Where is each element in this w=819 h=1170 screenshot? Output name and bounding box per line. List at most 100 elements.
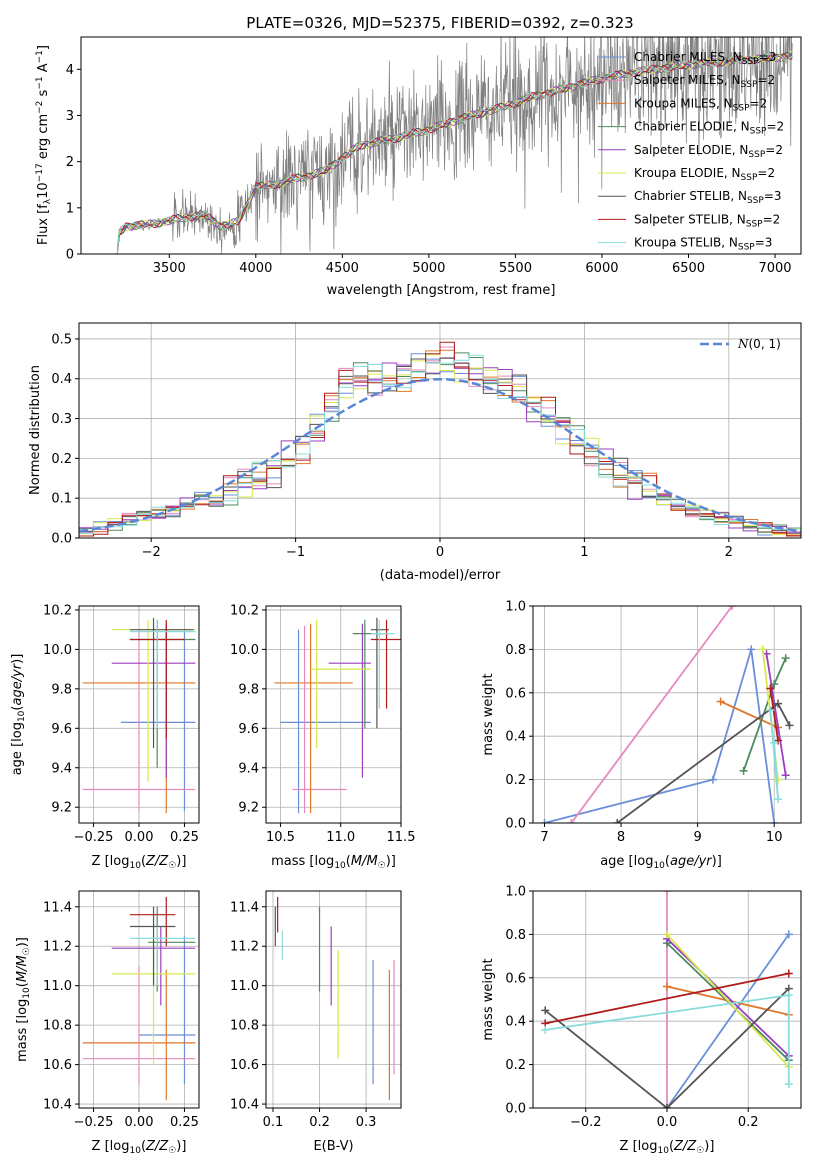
x-tick-label: 0.0: [657, 1115, 678, 1130]
plot-area: [274, 617, 401, 814]
point-kroupa-stelib: [370, 619, 395, 709]
y-axis-label: mass weight: [481, 958, 496, 1040]
x-tick-label: 0.25: [170, 830, 199, 845]
x-tick-label: 10: [766, 830, 783, 845]
panel-mass_vs_age: 10.5 11.0 11.5 9.2 9.4 9.6 9.8 10.0 10.2 mass [lo…: [230, 603, 415, 871]
weight-marker: [728, 606, 737, 610]
panel-Z_vs_mass: −0.25 0.00 0.25 10.4 10.6 10.8 11.0 11.2 11.4 Z […: [15, 890, 200, 1156]
panel-Z_vs_age: −0.25 0.00 0.25 9.2 9.4 9.6 9.8 10.0 10.2 Z [log1…: [10, 603, 200, 871]
y-tick-label: 9.2: [51, 801, 72, 816]
weight-marker: [774, 795, 783, 804]
x-tick-label: 0.2: [309, 1115, 330, 1130]
x-axis-label: age [log10(age/yr)]: [600, 854, 722, 871]
y-tick-label: 2: [66, 155, 74, 170]
weight-series-chabrier-stelib: [613, 699, 794, 823]
x-tick-label: 11.5: [387, 830, 416, 845]
weight-line: [666, 938, 790, 1057]
weight-line: [666, 933, 790, 1068]
axes-frame: [78, 605, 200, 824]
y-tick-label: 11.4: [43, 900, 72, 915]
y-tick-label: 0.2: [505, 773, 526, 788]
model-line-kroupa-elodie: [116, 50, 793, 254]
plot-area: [541, 891, 793, 1108]
y-tick-label: 9.6: [238, 722, 259, 737]
axes-frame: [78, 322, 802, 539]
legend-label: Salpeter ELODIE, NSSP=2: [634, 143, 783, 160]
y-axis-label: mass [log10(M/M☉)]: [15, 937, 32, 1062]
x-tick-label: 0.2: [738, 1115, 759, 1130]
y-tick-label: 0.0: [51, 532, 72, 547]
legend-label: N(0, 1): [737, 337, 781, 351]
y-tick-label: 10.6: [230, 1058, 259, 1073]
y-tick-label: 0: [66, 248, 74, 263]
x-axis-label: (data-model)/error: [380, 568, 501, 583]
y-tick-label: 0.0: [505, 817, 526, 832]
y-tick-label: 11.0: [43, 979, 72, 994]
weight-series-salpeter-elodie: [762, 649, 790, 780]
weight-line: [765, 653, 787, 776]
point-kroupa-miles: [82, 969, 196, 1101]
y-tick-label: 10.6: [43, 1058, 72, 1073]
x-tick-label: 9: [693, 830, 701, 845]
x-tick-label: 0.00: [125, 830, 154, 845]
x-axis-label: mass [log10(M/M☉)]: [271, 854, 396, 871]
y-tick-label: 10.0: [230, 643, 259, 658]
y-axis-label: Normed distribution: [28, 365, 43, 495]
x-tick-label: −0.25: [74, 830, 114, 845]
y-tick-label: 9.4: [51, 761, 72, 776]
y-tick-label: 10.8: [43, 1019, 72, 1034]
weight-series-kroupa-stelib: [541, 991, 793, 1089]
x-tick-label: −0.25: [74, 1115, 114, 1130]
axes-frame: [80, 36, 802, 255]
weight-marker: [747, 645, 756, 654]
weight-series-chabrier-miles: [540, 645, 779, 823]
weight-series-kroupa-elodie: [663, 930, 793, 1071]
panel-residuals: −2 −1 0 1 2 0.0 0.1 0.2 0.3 0.4 0.5 (data-model)/er…: [28, 322, 802, 583]
spectrum-legend: Chabrier MILES, NSSP=3 Salpeter MILES, NS…: [598, 50, 784, 253]
y-tick-label: 9.8: [238, 682, 259, 697]
x-tick-label: 10.5: [266, 830, 295, 845]
weight-line: [666, 933, 790, 1108]
y-axis-label: mass weight: [481, 673, 496, 755]
point-kroupa-stelib: [129, 619, 196, 729]
y-tick-label: 0.1: [51, 492, 72, 507]
weight-marker: [774, 775, 783, 784]
axes-frame: [78, 890, 200, 1109]
x-tick-label: 5000: [412, 261, 445, 276]
gaussian-curve: [79, 377, 801, 533]
axes-frame: [532, 890, 802, 1109]
weight-line: [545, 972, 789, 1025]
x-tick-label: 5500: [499, 261, 532, 276]
y-tick-label: 0.4: [51, 372, 72, 387]
weight-line: [720, 700, 779, 729]
y-tick-label: 1: [66, 201, 74, 216]
y-tick-label: 9.2: [238, 801, 259, 816]
y-tick-label: 4: [66, 63, 74, 78]
weight-marker: [784, 991, 793, 1000]
figure-title: PLATE=0326, MJD=52375, FIBERID=0392, z=0…: [246, 14, 633, 32]
y-tick-label: 10.4: [43, 1098, 72, 1113]
y-tick-label: 0.8: [505, 643, 526, 658]
y-tick-label: 11.4: [230, 900, 259, 915]
model-line-salpeter-stelib: [116, 53, 793, 254]
point-chabrier-miles: [120, 629, 196, 812]
y-tick-label: 0.6: [505, 971, 526, 986]
y-tick-label: 3: [66, 109, 74, 124]
y-axis-label: age [log10(age/yr)]: [10, 654, 27, 776]
weight-marker: [770, 819, 779, 823]
y-tick-label: 1.0: [505, 600, 526, 615]
y-tick-label: 0.4: [505, 730, 526, 745]
weight-series-salpeter-miles: [567, 606, 737, 823]
weight-line: [544, 987, 790, 1108]
y-tick-label: 9.8: [51, 682, 72, 697]
weight-series-salpeter-stelib: [766, 684, 783, 745]
point-kroupa-stelib: [129, 926, 196, 986]
legend-label: Kroupa MILES, NSSP=2: [634, 96, 767, 113]
point-chabrier-miles: [139, 936, 196, 1085]
model-line-kroupa-stelib: [116, 53, 793, 254]
point-salpeter-elodie: [328, 623, 371, 778]
legend-label: Chabrier ELODIE, NSSP=2: [634, 120, 784, 137]
weight-marker: [663, 930, 671, 939]
weight-marker: [663, 982, 671, 991]
point-chabrier-stelib: [370, 617, 389, 729]
